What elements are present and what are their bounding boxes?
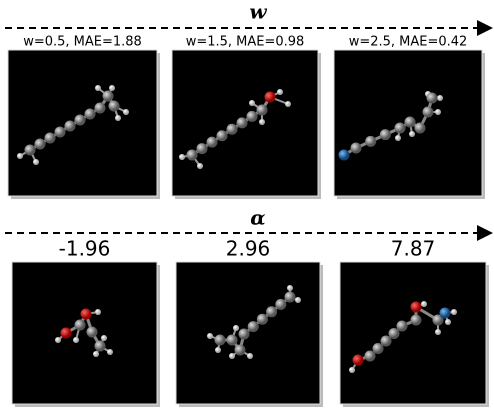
atom	[215, 347, 221, 353]
atom	[25, 145, 36, 156]
atom	[103, 91, 114, 102]
atom	[451, 309, 457, 315]
atom	[257, 105, 268, 116]
atom	[197, 143, 208, 154]
atom	[95, 341, 106, 352]
atom	[87, 327, 98, 338]
atom	[411, 315, 422, 326]
atom	[353, 355, 364, 366]
atom	[265, 92, 276, 103]
atom	[339, 150, 350, 161]
atom	[75, 115, 86, 126]
atom	[373, 343, 384, 354]
atom	[237, 117, 248, 128]
atom	[411, 302, 422, 313]
atom	[95, 309, 101, 315]
atom	[227, 335, 238, 346]
atom	[440, 308, 451, 319]
atom	[395, 135, 401, 141]
atom	[45, 133, 56, 144]
panel-image	[340, 262, 486, 404]
atom	[85, 109, 96, 120]
atom	[266, 306, 277, 317]
atom	[285, 292, 296, 303]
atom	[115, 115, 121, 121]
atom	[65, 121, 76, 132]
figure: w α w=0.5, MAE=1.88 w=1.5, MAE=0.98 w=2.5,…	[0, 0, 494, 409]
atom	[295, 297, 301, 303]
atom	[397, 321, 408, 332]
atom	[275, 299, 286, 310]
atom	[423, 107, 434, 118]
atom	[33, 159, 39, 165]
atom	[197, 163, 203, 169]
atom	[207, 333, 213, 339]
atom	[415, 123, 426, 134]
atom	[109, 101, 120, 112]
atom	[395, 123, 406, 134]
atom	[233, 325, 239, 331]
atom	[389, 328, 400, 339]
panel-label: w=2.5, MAE=0.42	[349, 35, 468, 50]
atom	[445, 319, 451, 325]
page: w α w=0.5, MAE=1.88 w=1.5, MAE=0.98 w=2.5,…	[0, 0, 494, 409]
atom	[247, 353, 253, 359]
atom	[235, 345, 246, 356]
atom	[179, 154, 185, 160]
atom	[81, 309, 92, 320]
atom	[405, 117, 416, 128]
panel-label: 2.96	[226, 237, 271, 261]
panel-label: w=0.5, MAE=1.88	[23, 35, 142, 50]
atom	[380, 129, 391, 140]
atom	[207, 137, 218, 148]
atom	[95, 103, 106, 114]
atom	[287, 285, 293, 291]
atom	[435, 329, 441, 335]
atom	[365, 351, 376, 362]
atom	[229, 353, 235, 359]
section-title: w	[249, 0, 267, 24]
atom	[109, 85, 115, 91]
atom	[55, 337, 61, 343]
atom	[73, 337, 79, 343]
atom	[107, 349, 113, 355]
atom	[75, 320, 86, 331]
atom	[435, 109, 441, 115]
atom	[381, 336, 392, 347]
atom	[187, 150, 198, 161]
atom	[101, 335, 107, 341]
atom	[365, 136, 376, 147]
atom	[215, 335, 226, 346]
panel-label: 7.87	[391, 237, 436, 261]
atom	[409, 131, 415, 137]
atom	[239, 329, 250, 340]
atom	[427, 93, 438, 104]
atom	[349, 367, 355, 373]
section-title: α	[250, 206, 265, 230]
atom	[259, 119, 265, 125]
atom	[17, 153, 23, 159]
atom	[55, 127, 66, 138]
panel-image	[12, 262, 157, 404]
atom	[249, 100, 255, 106]
atom	[248, 321, 259, 332]
atom	[421, 301, 427, 307]
atom	[257, 314, 268, 325]
atom	[437, 95, 443, 101]
atom	[35, 139, 46, 150]
atom	[123, 109, 129, 115]
atom	[285, 101, 291, 107]
atom	[61, 328, 72, 339]
atom	[227, 124, 238, 135]
atom	[93, 351, 99, 357]
atom	[277, 89, 283, 95]
panel-label: -1.96	[59, 237, 111, 261]
atom	[351, 143, 362, 154]
atom	[217, 130, 228, 141]
atom	[95, 85, 101, 91]
panel-label: w=1.5, MAE=0.98	[186, 35, 305, 50]
atom	[247, 111, 258, 122]
